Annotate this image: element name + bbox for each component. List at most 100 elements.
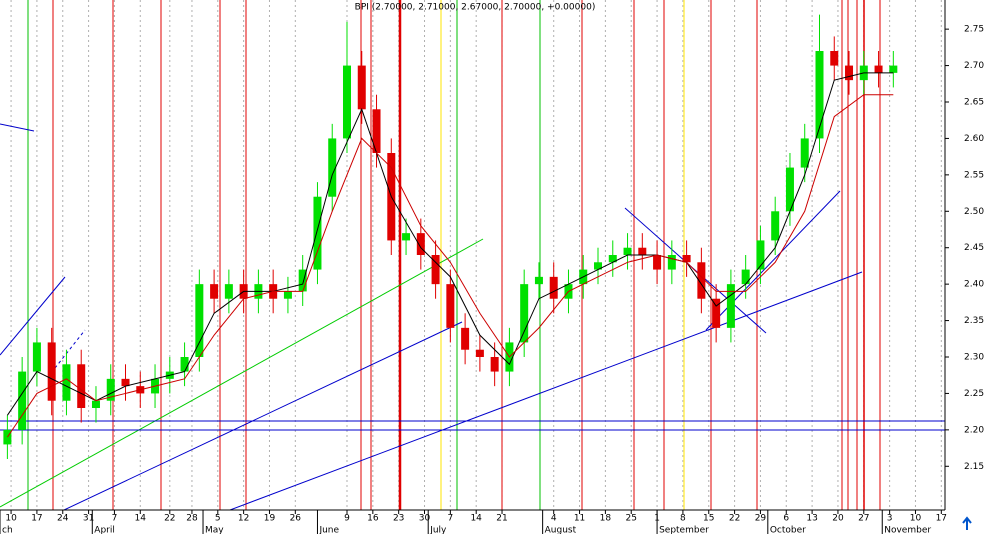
x-tick-label: 12 <box>238 514 249 524</box>
candle-body <box>283 291 292 299</box>
y-tick-label: 2.15 <box>964 462 984 472</box>
candle-body <box>756 240 765 270</box>
x-tick-label: 22 <box>729 514 740 524</box>
candle-body <box>210 284 219 299</box>
candle-body <box>342 65 351 139</box>
candle-body <box>313 196 322 270</box>
month-label: May <box>205 526 224 534</box>
x-tick-label: 17 <box>31 514 42 524</box>
month-label: October <box>770 526 806 534</box>
candle-body <box>534 276 543 285</box>
candle-body <box>608 255 617 263</box>
candle-body <box>712 298 721 328</box>
candle-body <box>62 364 71 401</box>
candle-body <box>224 284 233 299</box>
y-tick-label: 2.20 <box>964 425 984 435</box>
trend-line <box>63 321 463 511</box>
x-tick-label: 7 <box>447 514 453 524</box>
y-tick-label: 2.55 <box>964 170 984 180</box>
x-tick-label: 10 <box>910 514 922 524</box>
candle-body <box>741 269 750 285</box>
x-tick-label: 22 <box>164 514 175 524</box>
y-tick-label: 2.50 <box>964 207 984 217</box>
month-label: April <box>94 526 115 534</box>
candle-body <box>638 247 647 255</box>
candle-body <box>357 65 366 110</box>
trend-line <box>0 123 35 132</box>
candle-body <box>3 429 12 445</box>
y-tick-label: 2.75 <box>964 25 984 35</box>
x-tick-label: 14 <box>135 514 147 524</box>
y-tick-label: 2.25 <box>964 389 984 399</box>
x-tick-label: 3 <box>887 514 893 524</box>
y-tick-label: 2.30 <box>964 353 984 363</box>
candle-body <box>328 138 337 197</box>
candle-body <box>461 327 470 350</box>
scroll-icon[interactable] <box>962 516 972 530</box>
x-tick-label: 7 <box>112 514 118 524</box>
x-tick-label: 17 <box>936 514 947 524</box>
candle-body <box>771 211 780 241</box>
x-tick-label: 20 <box>832 514 844 524</box>
x-tick-label: 27 <box>858 514 869 524</box>
plot <box>3 14 898 459</box>
candle-body <box>372 109 381 153</box>
candle-body <box>106 378 115 401</box>
candle-body <box>815 51 824 139</box>
month-label: November <box>884 526 931 534</box>
candle-body <box>623 247 632 255</box>
chart-title: BPI (2.70000, 2.71000, 2.67000, 2.70000,… <box>355 3 596 13</box>
candle-body <box>18 371 27 430</box>
candle-body <box>697 262 706 299</box>
x-tick-label: 6 <box>783 514 789 524</box>
candle-body <box>446 284 455 328</box>
moving-average <box>6 94 894 438</box>
x-tick-label: 29 <box>755 514 767 524</box>
y-tick-label: 2.60 <box>964 134 984 144</box>
candle-body <box>77 364 86 408</box>
candle-body <box>32 342 41 372</box>
candle-body <box>549 276 558 299</box>
trend-line <box>229 271 863 511</box>
trend-line <box>54 329 86 369</box>
candle-body <box>800 138 809 168</box>
candle-body <box>594 262 603 270</box>
candle-body <box>416 233 425 255</box>
month-label: ch <box>2 526 13 534</box>
trend-line <box>0 238 484 508</box>
candle-body <box>490 357 499 372</box>
month-label: September <box>659 526 709 534</box>
x-tick-label: 8 <box>680 514 686 524</box>
candle-body <box>195 284 204 357</box>
x-tick-label: 31 <box>83 514 94 524</box>
moving-average <box>6 72 894 416</box>
x-tick-label: 21 <box>496 514 507 524</box>
x-tick-label: 28 <box>186 514 198 524</box>
candle-body <box>653 255 662 270</box>
candle-body <box>402 233 411 241</box>
candle-body <box>726 284 735 328</box>
x-tick-label: 11 <box>574 514 585 524</box>
x-tick-label: 15 <box>703 514 714 524</box>
x-tick-label: 5 <box>215 514 221 524</box>
y-tick-label: 2.65 <box>964 98 984 108</box>
x-tick-label: 14 <box>470 514 482 524</box>
x-tick-label: 16 <box>367 514 379 524</box>
candle-body <box>431 255 440 285</box>
x-tick-label: 25 <box>626 514 637 524</box>
candle-body <box>682 255 691 263</box>
x-tick-label: 24 <box>57 514 69 524</box>
candle-body <box>830 51 839 66</box>
candle-body <box>889 65 898 73</box>
candle-body <box>47 342 56 401</box>
x-tick-label: 19 <box>264 514 276 524</box>
x-tick-label: 26 <box>290 514 302 524</box>
x-tick-label: 13 <box>806 514 817 524</box>
x-tick-label: 18 <box>600 514 612 524</box>
candle-body <box>180 357 189 372</box>
month-label: August <box>545 526 577 534</box>
x-tick-label: 30 <box>419 514 431 524</box>
y-tick-label: 2.70 <box>964 61 984 71</box>
candle-body <box>874 65 883 73</box>
